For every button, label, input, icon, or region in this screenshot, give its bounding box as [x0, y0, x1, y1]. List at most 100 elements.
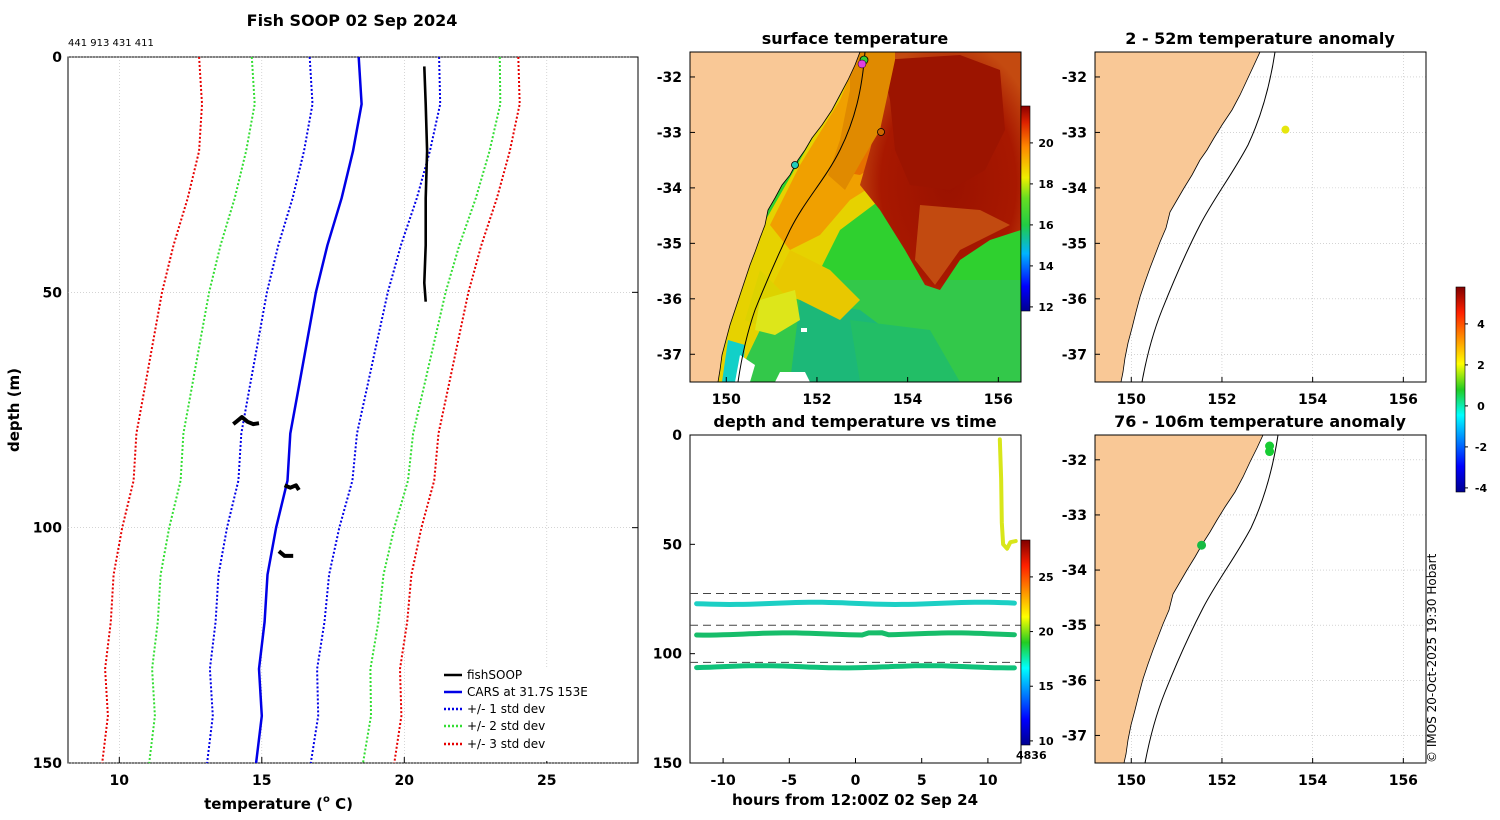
std-dev-2-upper-line: [362, 56, 502, 764]
depth-time-ytick-label: 150: [653, 756, 682, 772]
map-ytick-label: -33: [657, 125, 682, 141]
depth-time-ytick-label: 100: [653, 647, 682, 663]
anomaly-lower-map: [1095, 435, 1279, 763]
map-xtick-label: 156: [1389, 773, 1418, 789]
depth-time-colorbar: [1020, 539, 1031, 746]
map-ytick-label: -37: [1062, 347, 1087, 363]
colorbar-tick-label: 18: [1038, 178, 1053, 191]
fishsoop-segment: [283, 483, 301, 492]
colorbar-tick-label: -4: [1475, 482, 1488, 495]
map-xtick-label: 154: [893, 392, 922, 408]
anomaly-lower-point: [1197, 540, 1207, 550]
map-xtick-label: 156: [984, 392, 1013, 408]
map-ytick-label: -33: [1062, 508, 1087, 524]
sst-title: surface temperature: [762, 29, 949, 48]
sst-colorbar: [1020, 105, 1031, 312]
anomaly-upper-map: [1095, 52, 1276, 382]
profile-ytick-label: 100: [33, 521, 62, 537]
map-xtick-label: 156: [1389, 392, 1418, 408]
anomaly-lower-points: [1197, 441, 1275, 550]
depth-time-plot: [690, 437, 1021, 671]
depth-time-axes-box: [689, 434, 1022, 764]
profile-xtick-label: 25: [537, 773, 556, 789]
std-dev-1-lower-line: [206, 56, 314, 764]
map-xtick-label: 150: [712, 392, 741, 408]
fishsoop-segment: [277, 549, 294, 558]
anomaly-lower-title: 76 - 106m temperature anomaly: [1114, 412, 1406, 431]
sst-image: [690, 52, 1021, 382]
profile-title: Fish SOOP 02 Sep 2024: [247, 11, 458, 30]
map-ytick-label: -37: [1062, 728, 1087, 744]
anomaly-upper-points: [1281, 125, 1290, 134]
map-ytick-label: -35: [1062, 236, 1087, 252]
depth-time-xtick-label: 0: [851, 773, 861, 789]
depth-time-xtick-label: -5: [782, 773, 798, 789]
map-ytick-label: -33: [1062, 125, 1087, 141]
colorbar-tick-label: 16: [1038, 219, 1054, 232]
std-dev-2-lower-line: [148, 56, 256, 764]
depth-time-xtick-label: 5: [917, 773, 927, 789]
imos-credit: © IMOS 20-Oct-2025 19:30 Hobart: [1425, 553, 1439, 763]
depth-time-panel: depth and temperature vs time -10 -5 0 5 100…: [653, 412, 1054, 809]
colorbar-tick-label: 0: [1477, 400, 1485, 413]
depth-time-xtick-label: -10: [710, 773, 736, 789]
colorbar-tick-label: 15: [1038, 680, 1053, 693]
anomaly-lower-panel: 76 - 106m temperature anomaly 150 152 154 1…: [1062, 286, 1488, 789]
profile-ylabel: depth (m): [5, 368, 23, 452]
colorbar-tick-label: 14: [1038, 260, 1054, 273]
colorbar-tick-label: 25: [1038, 571, 1053, 584]
depth-time-ytick-label: 50: [663, 537, 683, 553]
map-ytick-label: -34: [657, 181, 683, 197]
profile-panel: Fish SOOP 02 Sep 2024 441 913 431 411 10…: [5, 11, 639, 813]
map-ytick-label: -32: [1062, 70, 1087, 86]
depth-time-ytick-label: 0: [672, 428, 682, 444]
depth-time-title: depth and temperature vs time: [713, 412, 996, 431]
legend-cars: CARS at 31.7S 153E: [467, 685, 588, 699]
profile-legend: fishSOOP CARS at 31.7S 153E +/- 1 std de…: [440, 667, 636, 761]
colorbar-tick-label: 20: [1038, 626, 1054, 639]
depth-time-series-surface: [997, 437, 1018, 551]
map-xtick-label: 150: [1117, 392, 1146, 408]
colorbar-tick-label: 4: [1477, 318, 1485, 331]
anomaly-upper-ticks: 150 152 154 156 -32 -33 -34 -35 -36 -37: [1062, 70, 1418, 408]
profile-xtick-label: 20: [395, 773, 415, 789]
sst-ticks: 150 152 154 156 -32 -33 -34 -35 -36 -37: [657, 70, 1013, 408]
colorbar-tick-label: 20: [1038, 137, 1054, 150]
profile-ticks: 10 15 20 25 0 50 100 150: [33, 50, 638, 789]
anomaly-lower-ticks: 150 152 154 156 -32 -33 -34 -35 -36 -37: [1062, 453, 1418, 789]
depth-time-colorbar-label: 4836: [1016, 749, 1047, 762]
anomaly-colorbar: [1455, 286, 1466, 493]
profile-ytick-label: 50: [43, 285, 63, 301]
map-ytick-label: -34: [1062, 181, 1088, 197]
std-dev-3-upper-line: [393, 56, 521, 764]
cars-mean-line: [254, 56, 363, 764]
depth-time-series-106m: [694, 663, 1017, 671]
legend-std2: +/- 2 std dev: [467, 719, 545, 733]
map-xtick-label: 150: [1117, 773, 1146, 789]
anomaly-upper-title: 2 - 52m temperature anomaly: [1125, 29, 1395, 48]
depth-time-xlabel: hours from 12:00Z 02 Sep 24: [732, 791, 978, 809]
anomaly-upper-point: [1281, 125, 1290, 134]
map-ytick-label: -36: [657, 292, 682, 308]
anomaly-upper-axes-box: [1094, 51, 1427, 383]
map-xtick-label: 152: [802, 392, 831, 408]
profile-subtitle: 441 913 431 411: [68, 38, 154, 49]
profile-ytick-label: 0: [52, 50, 62, 66]
sst-map-panel: surface temperature: [657, 29, 1054, 408]
map-ytick-label: -35: [1062, 618, 1087, 634]
depth-time-xtick-label: 10: [978, 773, 998, 789]
depth-time-series-77m: [694, 599, 1017, 608]
map-ytick-label: -32: [657, 70, 682, 86]
colorbar-tick-label: 10: [1038, 735, 1054, 748]
anomaly-lower-axes-box: [1094, 434, 1427, 764]
colorbar-tick-label: 2: [1477, 359, 1485, 372]
anomaly-lower-point: [1265, 441, 1275, 451]
depth-time-colorbar-ticks: 25 20 15 10: [1030, 571, 1054, 748]
map-ytick-label: -32: [1062, 453, 1087, 469]
profile-xtick-label: 10: [110, 773, 130, 789]
map-ytick-label: -35: [657, 236, 682, 252]
depth-time-series-91m: [694, 630, 1017, 638]
map-ytick-label: -36: [1062, 673, 1087, 689]
legend-fishsoop: fishSOOP: [467, 668, 522, 682]
